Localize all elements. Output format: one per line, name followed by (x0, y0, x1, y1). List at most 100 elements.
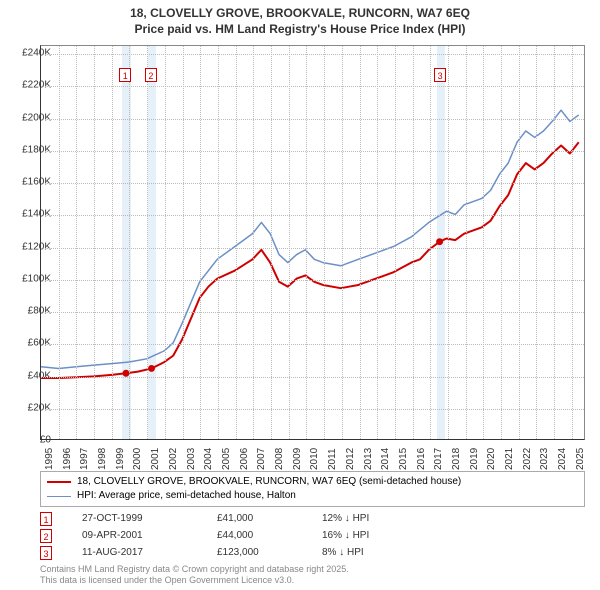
x-tick-label: 1998 (97, 448, 108, 470)
x-tick-label: 2008 (274, 448, 285, 470)
gridline-v (165, 46, 166, 439)
gridline-v (342, 46, 343, 439)
gridline-v (448, 46, 449, 439)
gridline-v (519, 46, 520, 439)
gridline-h (41, 409, 584, 410)
x-tick-label: 2024 (557, 448, 568, 470)
gridline-v (289, 46, 290, 439)
x-tick-label: 2005 (221, 448, 232, 470)
sale-marker (148, 365, 155, 372)
sales-table: 1 27-OCT-1999£41,00012% ↓ HPI 2 09-APR-2001… (40, 510, 422, 561)
gridline-v (324, 46, 325, 439)
gridline-h (41, 54, 584, 55)
sales-price: £41,000 (217, 513, 322, 524)
footer-line1: Contains HM Land Registry data © Crown c… (40, 564, 349, 574)
sales-row: 1 27-OCT-1999£41,00012% ↓ HPI (40, 510, 422, 527)
gridline-v (94, 46, 95, 439)
x-tick-label: 2006 (239, 448, 250, 470)
gridline-h (41, 280, 584, 281)
gridline-v (200, 46, 201, 439)
sales-date: 27-OCT-1999 (82, 513, 217, 524)
sales-price: £44,000 (217, 530, 322, 541)
gridline-v (236, 46, 237, 439)
x-tick-label: 2004 (203, 448, 214, 470)
x-tick-label: 2020 (486, 448, 497, 470)
sale-marker (436, 238, 443, 245)
gridline-h (41, 151, 584, 152)
sales-pct: 12% ↓ HPI (322, 513, 422, 524)
event-marker-1: 1 (119, 68, 131, 82)
x-tick-label: 2009 (292, 448, 303, 470)
gridline-v (271, 46, 272, 439)
event-marker-3: 3 (434, 68, 446, 82)
x-tick-label: 2022 (522, 448, 533, 470)
sales-pct: 8% ↓ HPI (322, 547, 422, 558)
gridline-v (377, 46, 378, 439)
gridline-v (466, 46, 467, 439)
gridline-v (112, 46, 113, 439)
gridline-v (76, 46, 77, 439)
chart-container: 18, CLOVELLY GROVE, BROOKVALE, RUNCORN, … (0, 0, 600, 590)
sales-num: 2 (40, 529, 52, 543)
gridline-v (554, 46, 555, 439)
chart-svg (41, 46, 584, 439)
sales-pct: 16% ↓ HPI (322, 530, 422, 541)
gridline-h (41, 344, 584, 345)
legend-label: 18, CLOVELLY GROVE, BROOKVALE, RUNCORN, … (77, 475, 461, 489)
x-tick-label: 2001 (150, 448, 161, 470)
gridline-h (41, 119, 584, 120)
sales-row: 3 11-AUG-2017£123,0008% ↓ HPI (40, 544, 422, 561)
gridline-v (306, 46, 307, 439)
x-tick-label: 2007 (256, 448, 267, 470)
x-tick-label: 2002 (168, 448, 179, 470)
x-tick-label: 1997 (79, 448, 90, 470)
gridline-v (395, 46, 396, 439)
x-tick-label: 2013 (363, 448, 374, 470)
title-line2: Price paid vs. HM Land Registry's House … (135, 22, 466, 36)
gridline-v (501, 46, 502, 439)
x-tick-label: 2019 (469, 448, 480, 470)
footer-attribution: Contains HM Land Registry data © Crown c… (40, 564, 349, 587)
x-tick-label: 2018 (451, 448, 462, 470)
x-tick-label: 2012 (345, 448, 356, 470)
gridline-h (41, 312, 584, 313)
x-tick-label: 2025 (575, 448, 586, 470)
sales-date: 09-APR-2001 (82, 530, 217, 541)
event-marker-2: 2 (145, 68, 157, 82)
gridline-v (129, 46, 130, 439)
series-hpi (41, 110, 579, 368)
x-tick-label: 2000 (132, 448, 143, 470)
chart-plot-area: 12 3 (40, 45, 585, 440)
sales-num: 3 (40, 546, 52, 560)
legend-item: HPI: Average price, semi-detached house,… (47, 489, 578, 503)
gridline-h (41, 183, 584, 184)
footer-line2: This data is licensed under the Open Gov… (40, 575, 294, 585)
gridline-h (41, 377, 584, 378)
gridline-v (360, 46, 361, 439)
gridline-v (253, 46, 254, 439)
sales-price: £123,000 (217, 547, 322, 558)
x-tick-label: 2021 (504, 448, 515, 470)
sales-num: 1 (40, 512, 52, 526)
gridline-v (430, 46, 431, 439)
title-line1: 18, CLOVELLY GROVE, BROOKVALE, RUNCORN, … (130, 6, 470, 20)
x-tick-label: 1999 (115, 448, 126, 470)
x-tick-label: 2003 (186, 448, 197, 470)
legend-swatch (47, 496, 71, 497)
sales-date: 11-AUG-2017 (82, 547, 217, 558)
gridline-v (59, 46, 60, 439)
gridline-v (183, 46, 184, 439)
legend-item: 18, CLOVELLY GROVE, BROOKVALE, RUNCORN, … (47, 475, 578, 489)
gridline-h (41, 248, 584, 249)
legend: 18, CLOVELLY GROVE, BROOKVALE, RUNCORN, … (40, 471, 585, 507)
gridline-h (41, 86, 584, 87)
x-tick-label: 2016 (416, 448, 427, 470)
gridline-v (218, 46, 219, 439)
x-tick-label: 2011 (327, 448, 338, 470)
legend-label: HPI: Average price, semi-detached house,… (77, 489, 296, 503)
x-tick-label: 2010 (309, 448, 320, 470)
chart-title: 18, CLOVELLY GROVE, BROOKVALE, RUNCORN, … (0, 0, 600, 37)
gridline-v (483, 46, 484, 439)
gridline-v (413, 46, 414, 439)
legend-swatch (47, 481, 71, 483)
